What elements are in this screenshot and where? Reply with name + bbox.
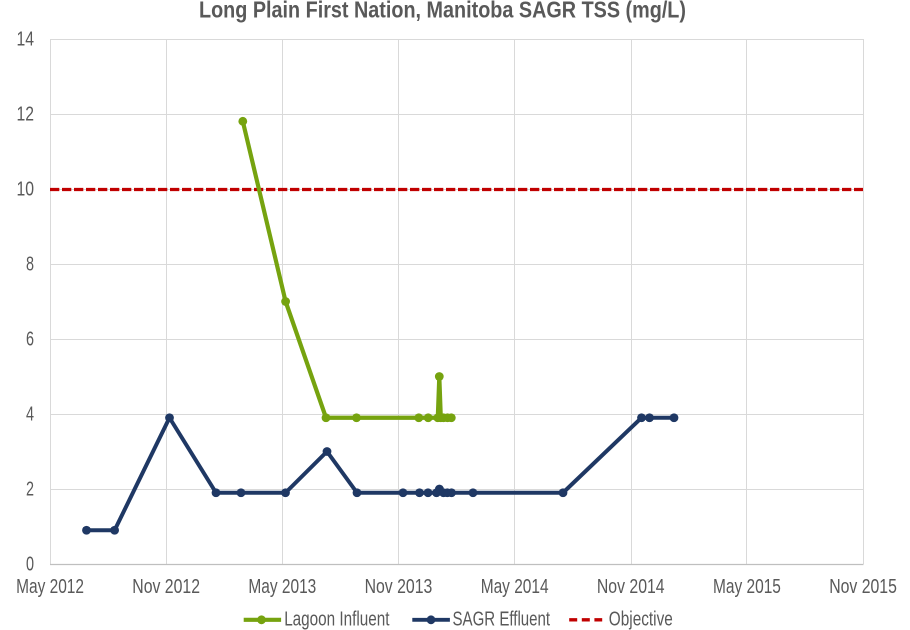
- svg-text:Long Plain First Nation, Manit: Long Plain First Nation, Manitoba SAGR T…: [199, 0, 686, 22]
- svg-text:6: 6: [26, 328, 34, 350]
- svg-text:May 2012: May 2012: [16, 576, 84, 598]
- svg-text:Objective: Objective: [609, 609, 673, 630]
- svg-text:12: 12: [17, 103, 35, 125]
- svg-text:0: 0: [26, 553, 34, 575]
- svg-text:Nov 2013: Nov 2013: [365, 576, 433, 598]
- svg-text:Nov 2015: Nov 2015: [829, 576, 897, 598]
- svg-text:4: 4: [26, 403, 34, 425]
- svg-text:2: 2: [26, 478, 34, 500]
- svg-text:14: 14: [17, 28, 35, 50]
- svg-text:May 2014: May 2014: [481, 576, 549, 598]
- svg-text:SAGR Effluent: SAGR Effluent: [453, 609, 551, 630]
- svg-text:8: 8: [26, 253, 34, 275]
- svg-text:Nov 2012: Nov 2012: [132, 576, 200, 598]
- svg-text:May 2015: May 2015: [713, 576, 781, 598]
- svg-text:Nov 2014: Nov 2014: [597, 576, 665, 598]
- svg-text:May 2013: May 2013: [248, 576, 316, 598]
- svg-text:Lagoon Influent: Lagoon Influent: [284, 609, 390, 630]
- svg-text:10: 10: [17, 178, 35, 200]
